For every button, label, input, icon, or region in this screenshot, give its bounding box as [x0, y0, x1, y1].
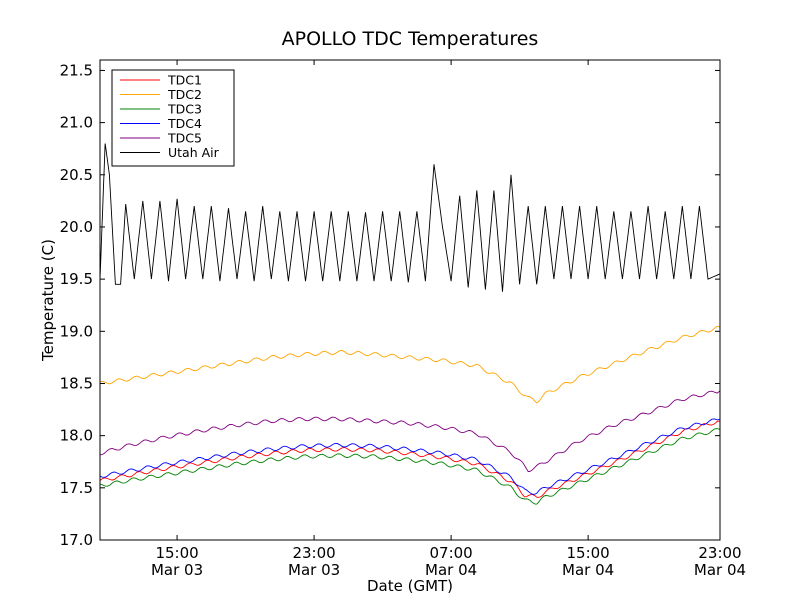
x-tick-date-label: Mar 03	[151, 561, 203, 579]
y-tick-label: 17.0	[60, 531, 93, 549]
plot-frame	[99, 59, 721, 541]
legend-label: TDC1	[167, 73, 202, 88]
series-line-utah-air	[99, 143, 721, 292]
x-tick-time-label: 23:00	[698, 544, 741, 562]
y-tick-label: 17.5	[60, 479, 93, 497]
y-tick-label: 19.5	[60, 270, 93, 288]
series-line-tdc1	[99, 420, 721, 498]
x-tick-time-label: 23:00	[292, 544, 335, 562]
x-tick-date-label: Mar 04	[694, 561, 746, 579]
series-line-tdc5	[99, 390, 721, 472]
y-tick-label: 20.5	[60, 166, 93, 184]
x-axis-label: Date (GMT)	[367, 577, 453, 595]
y-tick-label: 20.0	[60, 218, 93, 236]
x-tick-time-label: 15:00	[155, 544, 198, 562]
x-tick-time-label: 07:00	[429, 544, 472, 562]
series-line-tdc4	[99, 418, 721, 495]
x-tick-date-label: Mar 04	[425, 561, 477, 579]
legend-label: TDC4	[167, 116, 202, 131]
y-tick-label: 18.5	[60, 374, 93, 392]
y-tick-label: 21.0	[60, 114, 93, 132]
axes-ticks: 17.0 17.5 18.0 18.5 19.0 19.5 20.0 20.5 21.0 21.5…	[60, 60, 746, 579]
y-tick-label: 18.0	[60, 427, 93, 445]
legend-box	[111, 69, 235, 167]
legend-label: TDC2	[167, 87, 202, 102]
x-tick-date-label: Mar 04	[562, 561, 614, 579]
plot-area	[99, 143, 721, 505]
y-tick-label: 19.0	[60, 322, 93, 340]
legend-label: Utah Air	[168, 145, 220, 160]
y-tick-label: 21.5	[60, 61, 93, 79]
chart-title: APOLLO TDC Temperatures	[282, 28, 539, 50]
x-tick-time-label: 15:00	[567, 544, 610, 562]
series-line-tdc3	[99, 428, 721, 505]
y-axis-label: Temperature (C)	[39, 239, 57, 362]
series-line-tdc2	[99, 325, 721, 404]
legend-label: TDC5	[167, 131, 202, 146]
x-tick-date-label: Mar 03	[288, 561, 340, 579]
legend-label: TDC3	[167, 102, 202, 117]
